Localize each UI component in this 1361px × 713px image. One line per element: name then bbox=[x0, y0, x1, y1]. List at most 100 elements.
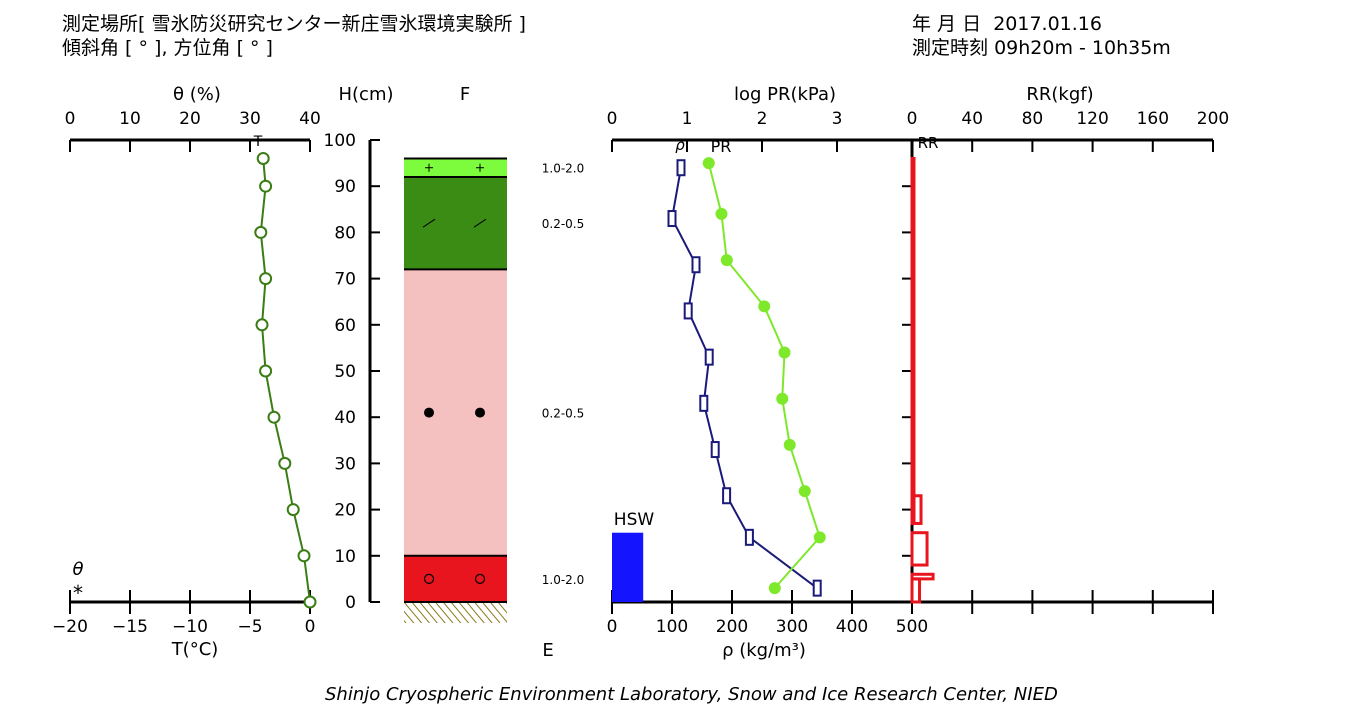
rr-top-tick-label: 80 bbox=[1022, 109, 1044, 129]
date-value: 2017.01.16 bbox=[993, 13, 1102, 35]
snow-layer bbox=[404, 269, 507, 556]
height-tick-label: 10 bbox=[334, 547, 356, 567]
density-bottom-tick-label: 0 bbox=[607, 617, 618, 637]
temperature-bottom-tick-label: 0 bbox=[305, 617, 316, 637]
temperature-series-line bbox=[259, 158, 311, 603]
height-tick-label: 90 bbox=[334, 177, 356, 197]
grain-symbol-filled bbox=[424, 407, 434, 418]
theta-top-tick-label: 30 bbox=[239, 109, 261, 129]
temperature-axis-title: T(°C) bbox=[171, 639, 219, 660]
density-point bbox=[722, 487, 732, 505]
labels-layer: 0 10 20 30 40−20 −15 −10 −5 0θ (%)T(°C)Tθ* 010203… bbox=[52, 84, 1229, 661]
temperature-point bbox=[254, 225, 268, 239]
layers-bottom-label: E bbox=[542, 640, 553, 661]
pr-series-label: PR bbox=[711, 137, 732, 156]
theta-top-tick-label: 10 bbox=[119, 109, 141, 129]
density-point bbox=[710, 441, 720, 459]
rho-series-label: ρ bbox=[675, 136, 685, 154]
rr-top-tick-label: 0 bbox=[907, 109, 918, 129]
temperature-point bbox=[297, 549, 311, 563]
rr-top-tick-label: 40 bbox=[961, 109, 983, 129]
grain-size-label: 0.2-0.5 bbox=[542, 217, 585, 231]
theta-top-tick-label: 40 bbox=[299, 109, 321, 129]
density-point bbox=[744, 528, 754, 546]
height-tick-label: 100 bbox=[324, 131, 356, 151]
grain-symbol-slash bbox=[473, 218, 487, 228]
density-series-line bbox=[670, 167, 818, 589]
hsw-bar bbox=[612, 532, 644, 602]
rr-axis-title: RR(kgf) bbox=[1026, 84, 1093, 105]
grain-size-label: 0.2-0.5 bbox=[542, 407, 585, 421]
pr-point bbox=[715, 207, 728, 220]
height-tick-label: 80 bbox=[334, 223, 356, 243]
temperature-point bbox=[303, 595, 317, 609]
pr-point bbox=[768, 582, 781, 595]
temperature-bottom-tick-label: −15 bbox=[112, 617, 148, 637]
temperature-point bbox=[259, 364, 273, 378]
log-pr-top-tick-label: 0 bbox=[607, 109, 618, 129]
legend-star-label: * bbox=[73, 581, 83, 605]
rr-bar bbox=[910, 156, 916, 525]
density-bottom-tick-label: 200 bbox=[716, 617, 748, 637]
pr-point bbox=[783, 438, 796, 451]
rr-bar bbox=[910, 494, 923, 525]
hsw-label: HSW bbox=[614, 510, 655, 530]
layer-fills bbox=[404, 157, 644, 623]
temperature-point bbox=[259, 272, 273, 286]
theta-top-tick-label: 0 bbox=[65, 109, 76, 129]
temperature-point bbox=[286, 503, 300, 517]
density-point bbox=[704, 348, 714, 366]
rr-bar bbox=[910, 577, 922, 604]
height-tick-label: 0 bbox=[345, 593, 356, 613]
rr-series-label: RR bbox=[918, 134, 939, 152]
grain-size-label: 1.0-2.0 bbox=[542, 573, 585, 587]
density-point bbox=[691, 256, 701, 274]
angle-label: 傾斜角 [ ° ], 方位角 [ ° ] bbox=[62, 37, 273, 59]
grain-symbol-filled bbox=[475, 407, 485, 418]
layers-top-label: F bbox=[460, 84, 470, 105]
snow-layer bbox=[404, 176, 507, 270]
date-label: 年 月 日 bbox=[912, 13, 982, 35]
pr-point bbox=[776, 392, 789, 405]
theta-top-tick-label: 20 bbox=[179, 109, 201, 129]
temperature-bottom-tick-label: −10 bbox=[172, 617, 208, 637]
ground-hatch bbox=[404, 603, 507, 623]
log-pr-top-tick-label: 3 bbox=[832, 109, 843, 129]
temperature-bottom-tick-label: −5 bbox=[237, 617, 262, 637]
height-axis-title: H(cm) bbox=[338, 84, 393, 105]
footer-credit: Shinjo Cryospheric Environment Laborator… bbox=[325, 684, 1058, 705]
density-bottom-tick-label: 300 bbox=[776, 617, 808, 637]
time-label: 測定時刻 bbox=[912, 37, 989, 59]
rr-bar bbox=[910, 531, 929, 567]
height-tick-label: 60 bbox=[334, 316, 356, 336]
rr-bar bbox=[910, 572, 935, 581]
pr-point bbox=[813, 531, 826, 544]
height-tick-label: 40 bbox=[334, 408, 356, 428]
grain-symbol-open bbox=[474, 573, 486, 585]
density-bottom-tick-label: 100 bbox=[656, 617, 688, 637]
time-header: 測定時刻 09h20m - 10h35m bbox=[912, 36, 1171, 60]
log-pr-axis-title: log PR(kPa) bbox=[734, 84, 836, 105]
grain-symbol-open bbox=[423, 573, 435, 585]
pr-series-line bbox=[707, 162, 821, 589]
time-value: 09h20m - 10h35m bbox=[994, 37, 1171, 59]
log-pr-top-tick-label: 2 bbox=[757, 109, 768, 129]
series-layer bbox=[254, 151, 935, 609]
height-tick-label: 70 bbox=[334, 270, 356, 290]
temperature-bottom-tick-label: −20 bbox=[52, 617, 88, 637]
pr-point bbox=[720, 254, 733, 267]
temperature-point bbox=[259, 179, 273, 193]
theta-marker-label: T bbox=[253, 134, 263, 150]
density-axis-title: ρ (kg/m³) bbox=[722, 640, 806, 661]
pr-point bbox=[758, 300, 771, 313]
rr-top-tick-label: 160 bbox=[1137, 109, 1169, 129]
temperature-point bbox=[255, 318, 269, 332]
rr-top-tick-label: 200 bbox=[1197, 109, 1229, 129]
theta-axis-title: θ (%) bbox=[173, 84, 221, 105]
temperature-point bbox=[256, 151, 270, 165]
grain-size-label: 1.0-2.0 bbox=[542, 162, 585, 176]
density-point bbox=[683, 302, 693, 320]
snow-layer bbox=[404, 555, 507, 602]
height-tick-label: 20 bbox=[334, 501, 356, 521]
